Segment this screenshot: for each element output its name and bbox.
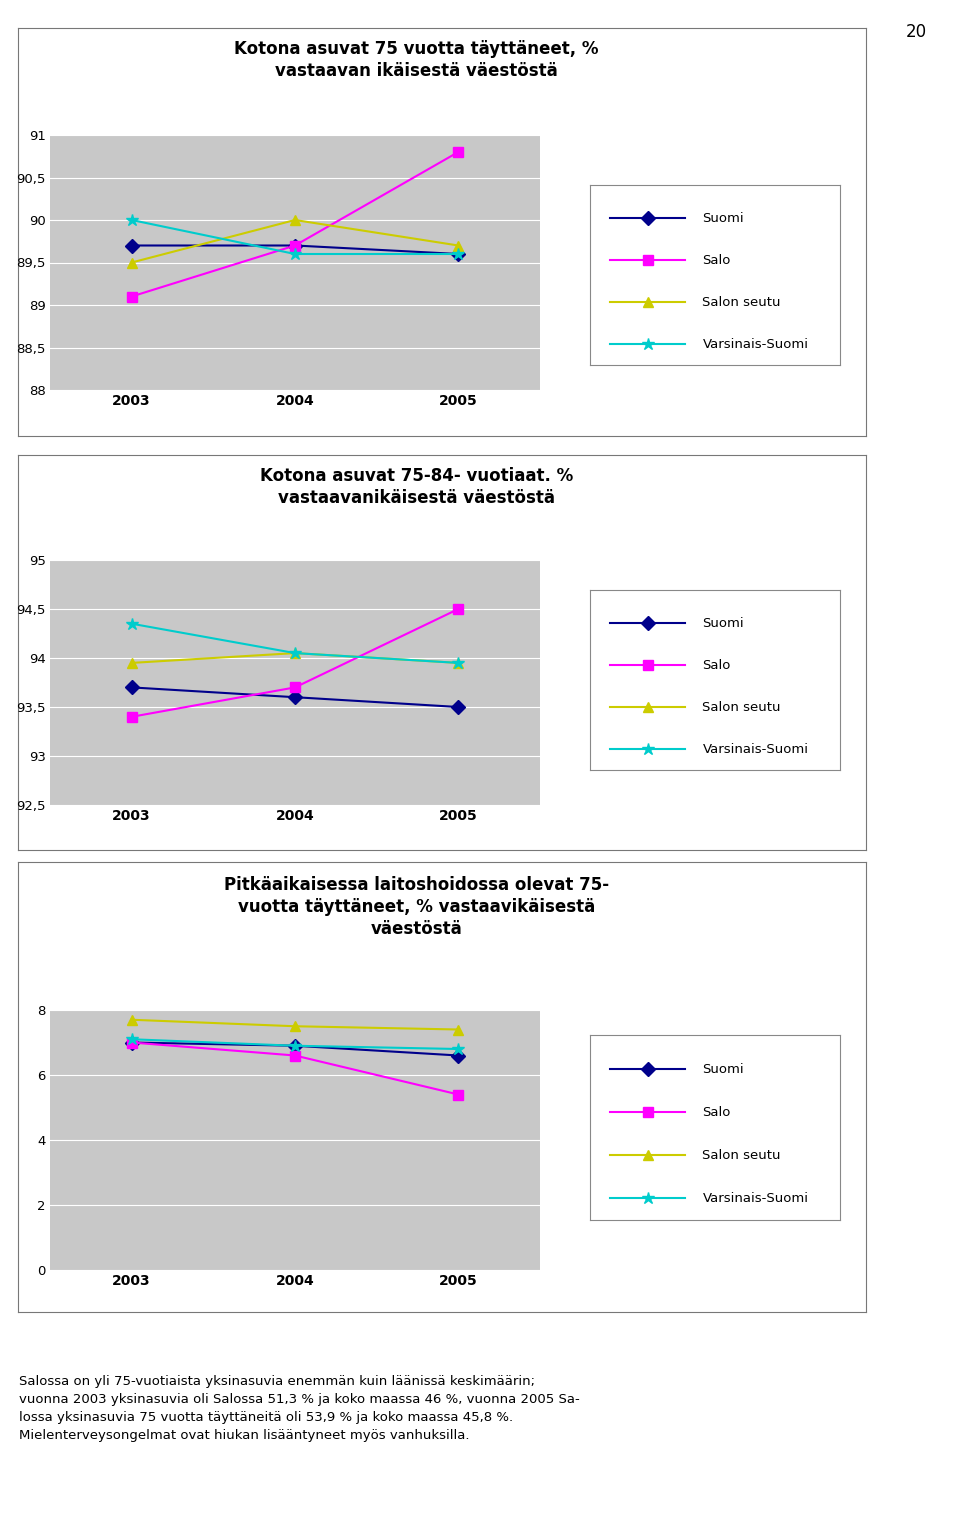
Text: Salo: Salo bbox=[703, 1106, 731, 1120]
Text: Varsinais-Suomi: Varsinais-Suomi bbox=[703, 337, 808, 351]
Text: Kotona asuvat 75 vuotta täyttäneet, %
vastaavan ikäisestä väestöstä: Kotona asuvat 75 vuotta täyttäneet, % va… bbox=[234, 39, 599, 81]
Text: Suomi: Suomi bbox=[703, 1063, 744, 1075]
Text: Varsinais-Suomi: Varsinais-Suomi bbox=[703, 1192, 808, 1205]
Text: Salossa on yli 75-vuotiaista yksinasuvia enemmän kuin läänissä keskimäärin;
vuon: Salossa on yli 75-vuotiaista yksinasuvia… bbox=[19, 1375, 580, 1442]
Text: Pitkäaikaisessa laitoshoidossa olevat 75-
vuotta täyttäneet, % vastaavikäisestä
: Pitkäaikaisessa laitoshoidossa olevat 75… bbox=[224, 875, 610, 937]
Text: Salon seutu: Salon seutu bbox=[703, 700, 781, 714]
Text: Salo: Salo bbox=[703, 254, 731, 267]
Text: Suomi: Suomi bbox=[703, 617, 744, 630]
Text: 20: 20 bbox=[905, 23, 926, 41]
Text: Kotona asuvat 75-84- vuotiaat. %
vastaavanikäisestä väestöstä: Kotona asuvat 75-84- vuotiaat. % vastaav… bbox=[260, 466, 573, 507]
Text: Salon seutu: Salon seutu bbox=[703, 1148, 781, 1162]
Text: Suomi: Suomi bbox=[703, 213, 744, 225]
Text: Varsinais-Suomi: Varsinais-Suomi bbox=[703, 743, 808, 755]
Text: Salon seutu: Salon seutu bbox=[703, 296, 781, 308]
Text: Salo: Salo bbox=[703, 659, 731, 671]
